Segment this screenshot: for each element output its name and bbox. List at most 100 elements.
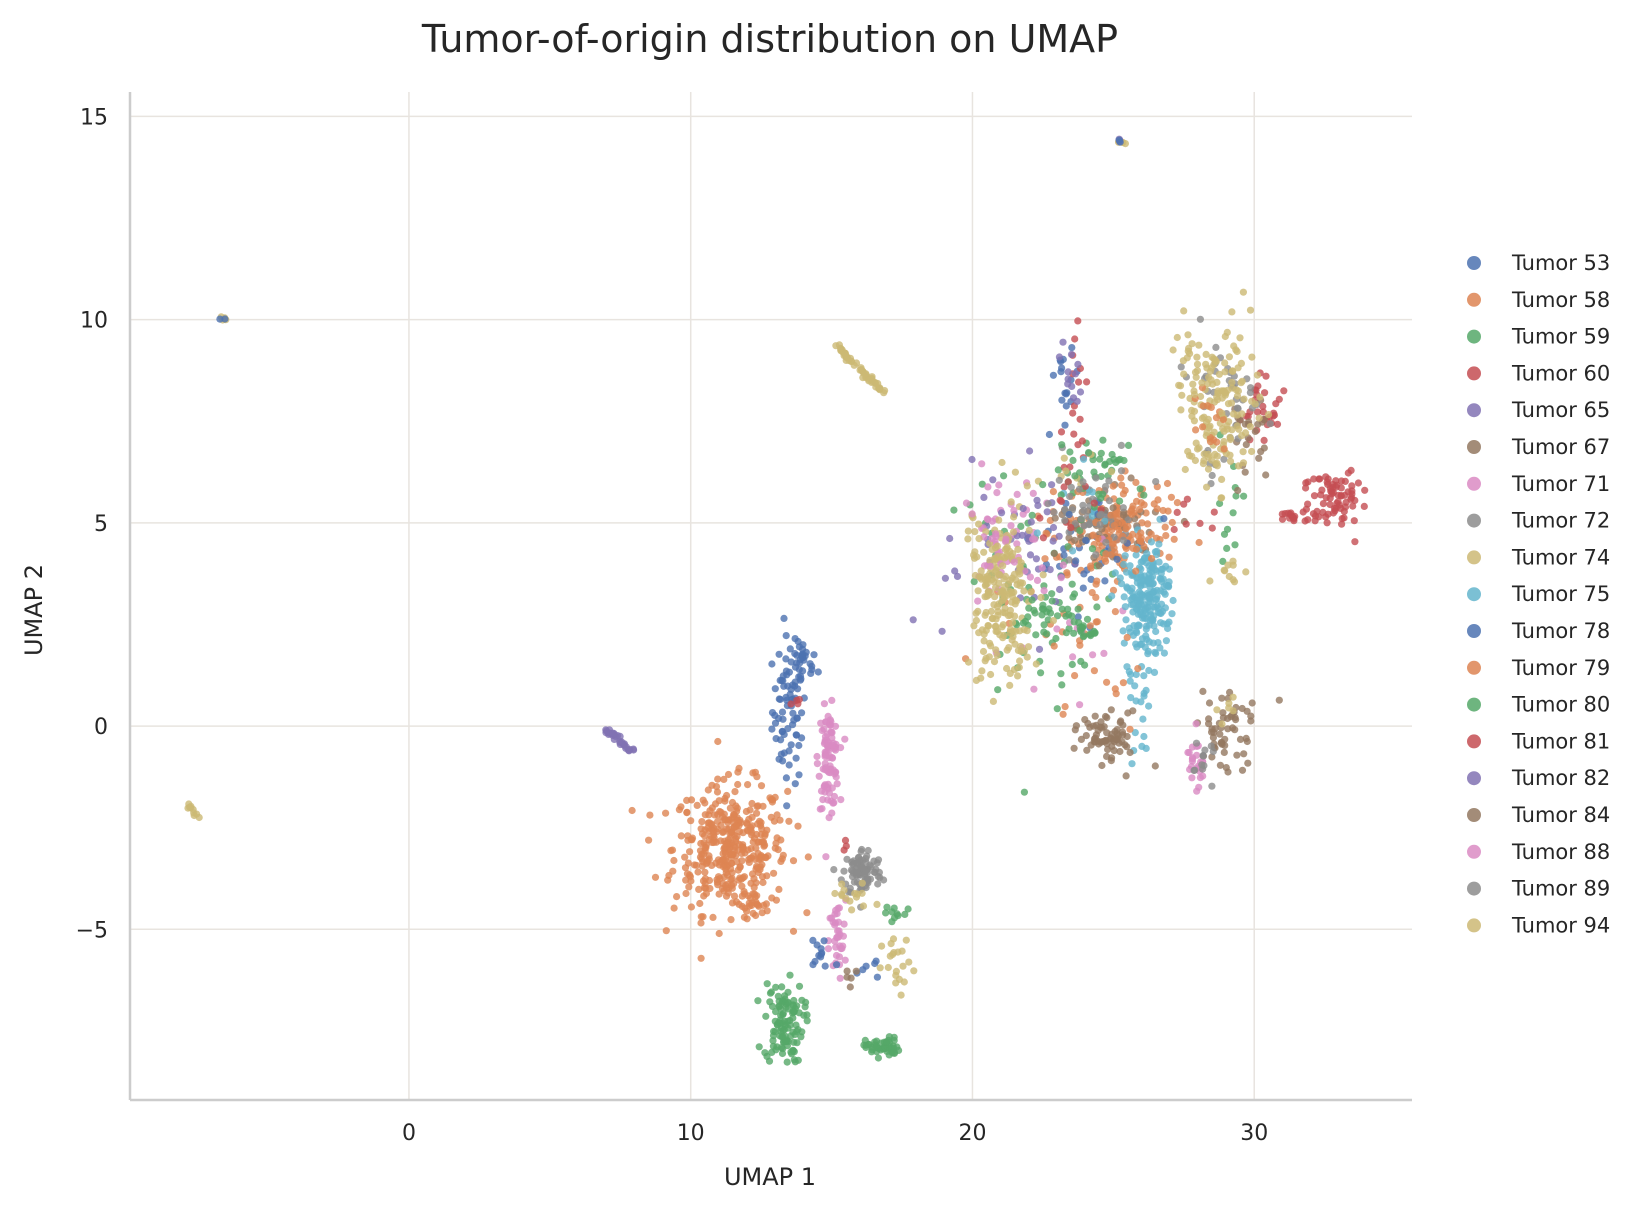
scatter-point bbox=[1007, 498, 1015, 506]
scatter-point bbox=[827, 729, 835, 737]
scatter-point bbox=[824, 712, 832, 721]
scatter-point bbox=[1071, 536, 1079, 545]
scatter-point bbox=[1024, 613, 1032, 621]
scatter-point bbox=[1008, 574, 1016, 582]
scatter-point bbox=[697, 839, 705, 848]
scatter-point bbox=[1275, 696, 1283, 704]
scatter-point bbox=[1032, 631, 1040, 639]
scatter-point bbox=[1091, 712, 1099, 720]
scatter-point bbox=[1253, 371, 1261, 379]
scatter-point bbox=[778, 1049, 787, 1058]
scatter-point bbox=[1004, 580, 1013, 588]
scatter-point bbox=[836, 344, 845, 352]
scatter-point bbox=[1044, 500, 1052, 508]
scatter-point bbox=[1062, 612, 1070, 620]
scatter-point bbox=[1045, 430, 1053, 439]
scatter-point bbox=[1208, 782, 1216, 790]
legend-marker bbox=[1467, 292, 1481, 307]
scatter-point bbox=[867, 863, 875, 871]
scatter-point bbox=[826, 769, 834, 777]
scatter-point bbox=[792, 1021, 800, 1029]
scatter-point bbox=[1173, 508, 1181, 516]
scatter-point bbox=[1111, 569, 1119, 577]
scatter-point bbox=[815, 772, 823, 780]
scatter-point bbox=[1238, 432, 1246, 440]
scatter-point bbox=[1344, 488, 1352, 496]
scatter-point bbox=[1204, 465, 1213, 473]
scatter-point bbox=[1072, 722, 1080, 730]
scatter-point bbox=[813, 941, 821, 949]
scatter-point bbox=[1142, 686, 1150, 695]
scatter-point bbox=[1101, 483, 1110, 491]
scatter-point bbox=[1198, 761, 1206, 769]
scatter-point bbox=[1136, 485, 1144, 493]
scatter-point bbox=[787, 1048, 795, 1056]
scatter-point bbox=[662, 927, 670, 935]
scatter-point bbox=[782, 632, 790, 640]
scatter-point bbox=[991, 593, 999, 601]
scatter-point bbox=[664, 876, 672, 884]
scatter-point bbox=[1160, 588, 1168, 596]
scatter-point bbox=[1202, 350, 1210, 358]
scatter-point bbox=[1209, 747, 1217, 756]
scatter-point bbox=[1140, 692, 1148, 700]
scatter-point bbox=[1128, 760, 1136, 768]
scatter-point bbox=[1233, 392, 1242, 400]
scatter-point bbox=[1230, 342, 1238, 350]
scatter-point bbox=[1122, 525, 1130, 533]
scatter-point bbox=[1309, 510, 1318, 518]
scatter-point bbox=[1316, 475, 1324, 483]
scatter-point bbox=[670, 856, 678, 865]
scatter-point bbox=[1002, 535, 1010, 543]
scatter-point bbox=[1092, 474, 1100, 482]
scatter-point bbox=[1009, 528, 1018, 536]
scatter-point bbox=[1157, 600, 1166, 608]
scatter-point bbox=[1169, 346, 1177, 354]
scatter-point bbox=[710, 838, 718, 847]
scatter-point bbox=[784, 725, 792, 733]
scatter-point bbox=[995, 570, 1004, 579]
scatter-point bbox=[1221, 332, 1229, 341]
scatter-point bbox=[1075, 378, 1083, 386]
scatter-point bbox=[1229, 557, 1237, 565]
scatter-point bbox=[964, 658, 973, 666]
scatter-point bbox=[1124, 516, 1132, 524]
scatter-point bbox=[762, 854, 770, 862]
scatter-point bbox=[708, 804, 716, 812]
scatter-point bbox=[1126, 677, 1134, 685]
scatter-point bbox=[1323, 519, 1331, 527]
scatter-point bbox=[738, 892, 746, 900]
scatter-point bbox=[772, 735, 780, 743]
scatter-point bbox=[1006, 587, 1014, 595]
scatter-point bbox=[1126, 725, 1134, 733]
scatter-point bbox=[1088, 545, 1097, 553]
scatter-point bbox=[1076, 641, 1084, 649]
scatter-point bbox=[779, 715, 787, 723]
scatter-point bbox=[804, 853, 812, 861]
scatter-point bbox=[1109, 504, 1117, 512]
scatter-point bbox=[770, 817, 779, 825]
scatter-point bbox=[1152, 627, 1160, 636]
scatter-point bbox=[794, 685, 802, 693]
scatter-point bbox=[1010, 506, 1018, 514]
scatter-point bbox=[803, 1011, 811, 1019]
scatter-point bbox=[727, 859, 736, 867]
scatter-point bbox=[978, 460, 986, 468]
legend-marker bbox=[1467, 513, 1481, 528]
scatter-point bbox=[1234, 364, 1242, 372]
scatter-point bbox=[1133, 497, 1141, 505]
scatter-point bbox=[1138, 519, 1146, 527]
scatter-point bbox=[1059, 710, 1067, 718]
x-tick-label: 30 bbox=[1240, 1121, 1268, 1146]
scatter-point bbox=[748, 799, 756, 808]
scatter-point bbox=[833, 780, 841, 788]
scatter-point bbox=[1225, 704, 1233, 712]
scatter-point bbox=[726, 834, 735, 842]
scatter-point bbox=[1360, 502, 1368, 510]
scatter-point bbox=[1361, 486, 1369, 494]
scatter-point bbox=[1049, 617, 1057, 625]
scatter-point bbox=[793, 1039, 801, 1047]
scatter-point bbox=[780, 730, 788, 739]
scatter-point bbox=[1239, 459, 1248, 467]
scatter-point bbox=[1236, 735, 1245, 744]
